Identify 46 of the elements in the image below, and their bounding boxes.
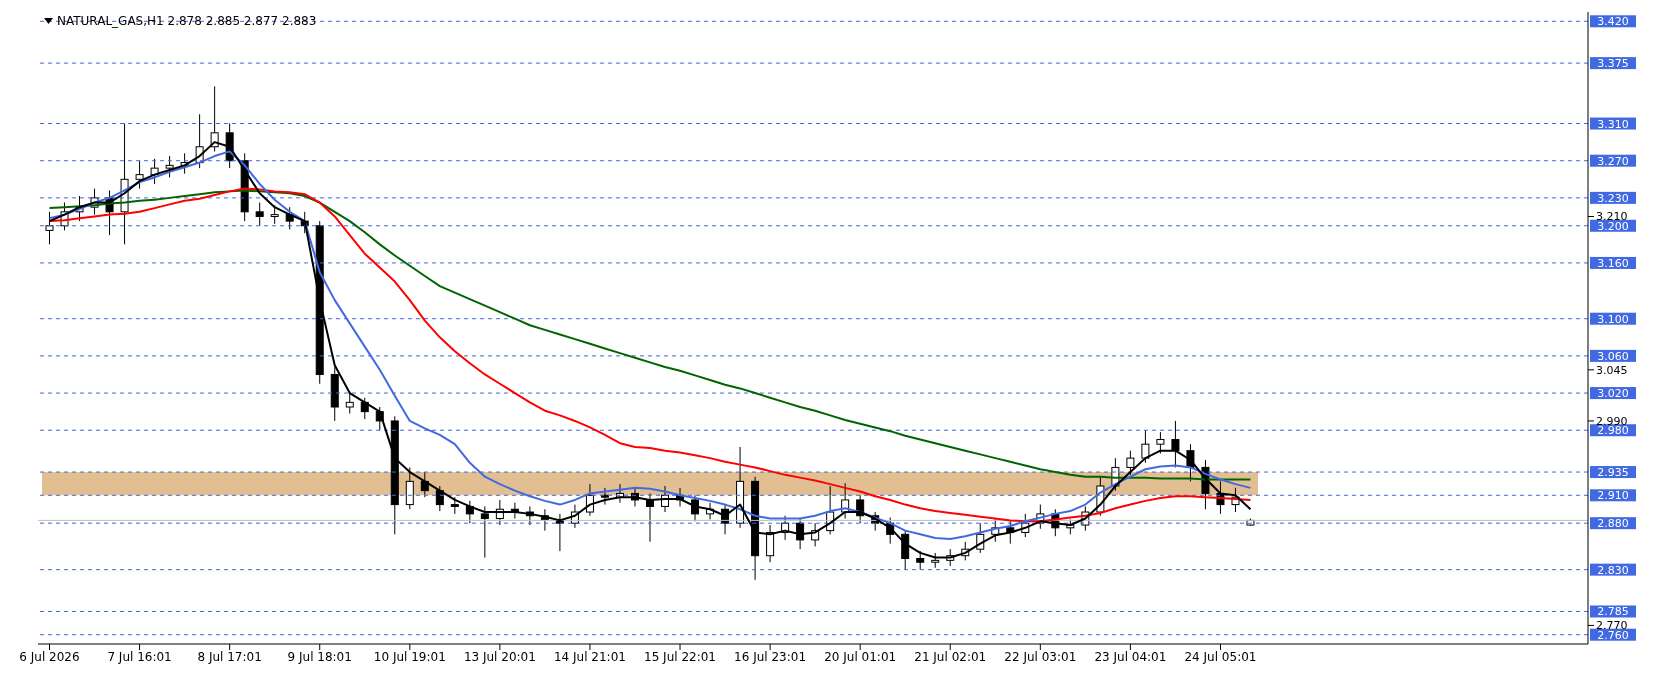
ref-line-label: 2.980 [1597,424,1629,438]
x-tick-label: 20 Jul 01:01 [824,649,897,664]
x-tick-label: 15 Jul 22:01 [644,649,717,664]
ref-line-label: 2.935 [1597,466,1629,480]
ref-line-label: 3.020 [1597,387,1629,401]
y-tick-label: 3.045 [1596,363,1628,377]
candlestick [135,160,144,190]
x-tick-label: 6 Jul 2026 [19,649,80,664]
candlestick [691,494,700,522]
ref-line-label: 2.785 [1597,605,1629,619]
x-tick-label: 24 Jul 05:01 [1184,649,1257,664]
ref-line-label: 3.270 [1597,154,1629,168]
ref-line-label: 3.160 [1597,256,1629,270]
candlestick [1126,450,1135,476]
ref-line-label: 3.310 [1597,117,1629,131]
candlestick [1171,420,1180,468]
candlestick [465,500,474,524]
x-tick-label: 21 Jul 02:01 [914,649,987,664]
x-tick-label: 16 Jul 23:01 [734,649,807,664]
ref-line-label: 2.880 [1597,517,1629,531]
ref-line-label: 3.060 [1597,349,1629,363]
ref-line-label: 3.375 [1597,57,1629,71]
x-tick-label: 7 Jul 16:01 [107,649,172,664]
x-tick-label: 10 Jul 19:01 [373,649,446,664]
ref-line-label: 2.760 [1597,628,1629,642]
x-tick-label: 8 Jul 17:01 [197,649,262,664]
chart-title: NATURAL_GAS,H1 2.878 2.885 2.877 2.883 [57,14,317,28]
x-tick-label: 9 Jul 18:01 [287,649,352,664]
x-tick-label: 23 Jul 04:01 [1094,649,1167,664]
candlestick [1141,429,1150,464]
ref-line-label: 2.830 [1597,563,1629,577]
candlestick [165,155,174,178]
ref-line-label: 3.200 [1597,219,1629,233]
candlestick [1156,431,1165,454]
candlestick [270,204,279,225]
ref-line-label: 2.910 [1597,489,1629,503]
ref-line-label: 3.420 [1597,15,1629,29]
x-tick-label: 13 Jul 20:01 [463,649,536,664]
x-tick-label: 14 Jul 21:01 [553,649,626,664]
candlestick [255,202,264,227]
ref-line-label: 3.100 [1597,312,1629,326]
candlestick [405,466,414,510]
x-tick-label: 22 Jul 03:01 [1004,649,1077,664]
candlestick [600,487,609,506]
candlestick [345,392,354,415]
ref-line-label: 3.230 [1597,191,1629,205]
